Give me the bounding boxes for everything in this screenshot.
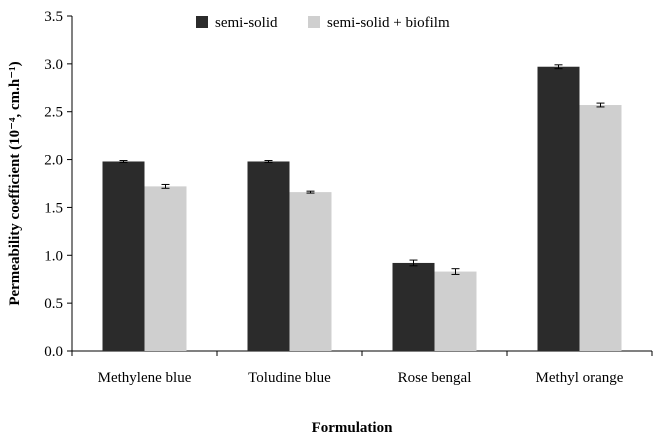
bar-semi-solid-biofilm — [289, 192, 332, 351]
y-tick-label: 3.5 — [44, 9, 63, 25]
bar-semi-solid — [392, 262, 435, 351]
error-bar — [306, 190, 315, 194]
bar-semi-solid-biofilm — [434, 271, 477, 351]
y-tick-label: 3.0 — [44, 57, 63, 73]
y-tick-label: 2.0 — [44, 153, 63, 169]
error-bar — [451, 268, 460, 275]
bar-semi-solid-biofilm — [579, 105, 622, 351]
legend-label: semi-solid — [215, 15, 278, 31]
legend-swatch — [196, 16, 208, 28]
x-tick-label: Toludine blue — [248, 370, 331, 386]
bars — [102, 64, 622, 351]
bar-semi-solid — [537, 66, 580, 351]
y-axis: 0.0 0.5 1.0 1.5 2.0 2.5 3.0 3.5 — [44, 9, 73, 360]
legend-label: semi-solid + biofilm — [327, 15, 450, 31]
error-bar — [119, 160, 128, 163]
legend-swatch — [308, 16, 320, 28]
error-bar — [409, 259, 418, 267]
y-tick-label: 2.5 — [44, 105, 63, 121]
x-tick-label: Methylene blue — [98, 370, 192, 386]
y-tick-label: 1.0 — [44, 248, 63, 264]
x-axis: Methylene blue Toludine blue Rose bengal Me… — [71, 350, 653, 386]
error-bar — [554, 64, 563, 70]
y-tick-label: 0.5 — [44, 296, 63, 312]
y-axis-title: Permeability coefficient (10⁻⁴, cm.h⁻¹) — [7, 61, 23, 305]
error-bar — [264, 160, 273, 163]
bar-semi-solid — [102, 161, 145, 351]
legend: semi-solid semi-solid + biofilm — [196, 15, 450, 31]
bar-semi-solid — [247, 161, 290, 351]
bar-semi-solid-biofilm — [144, 186, 187, 351]
y-tick-label: 1.5 — [44, 200, 63, 216]
error-bar — [161, 183, 170, 189]
x-axis-title: Formulation — [312, 420, 393, 436]
error-bar — [596, 102, 605, 108]
x-tick-label: Rose bengal — [398, 370, 472, 386]
x-tick-label: Methyl orange — [536, 370, 624, 386]
y-tick-label: 0.0 — [44, 344, 63, 360]
